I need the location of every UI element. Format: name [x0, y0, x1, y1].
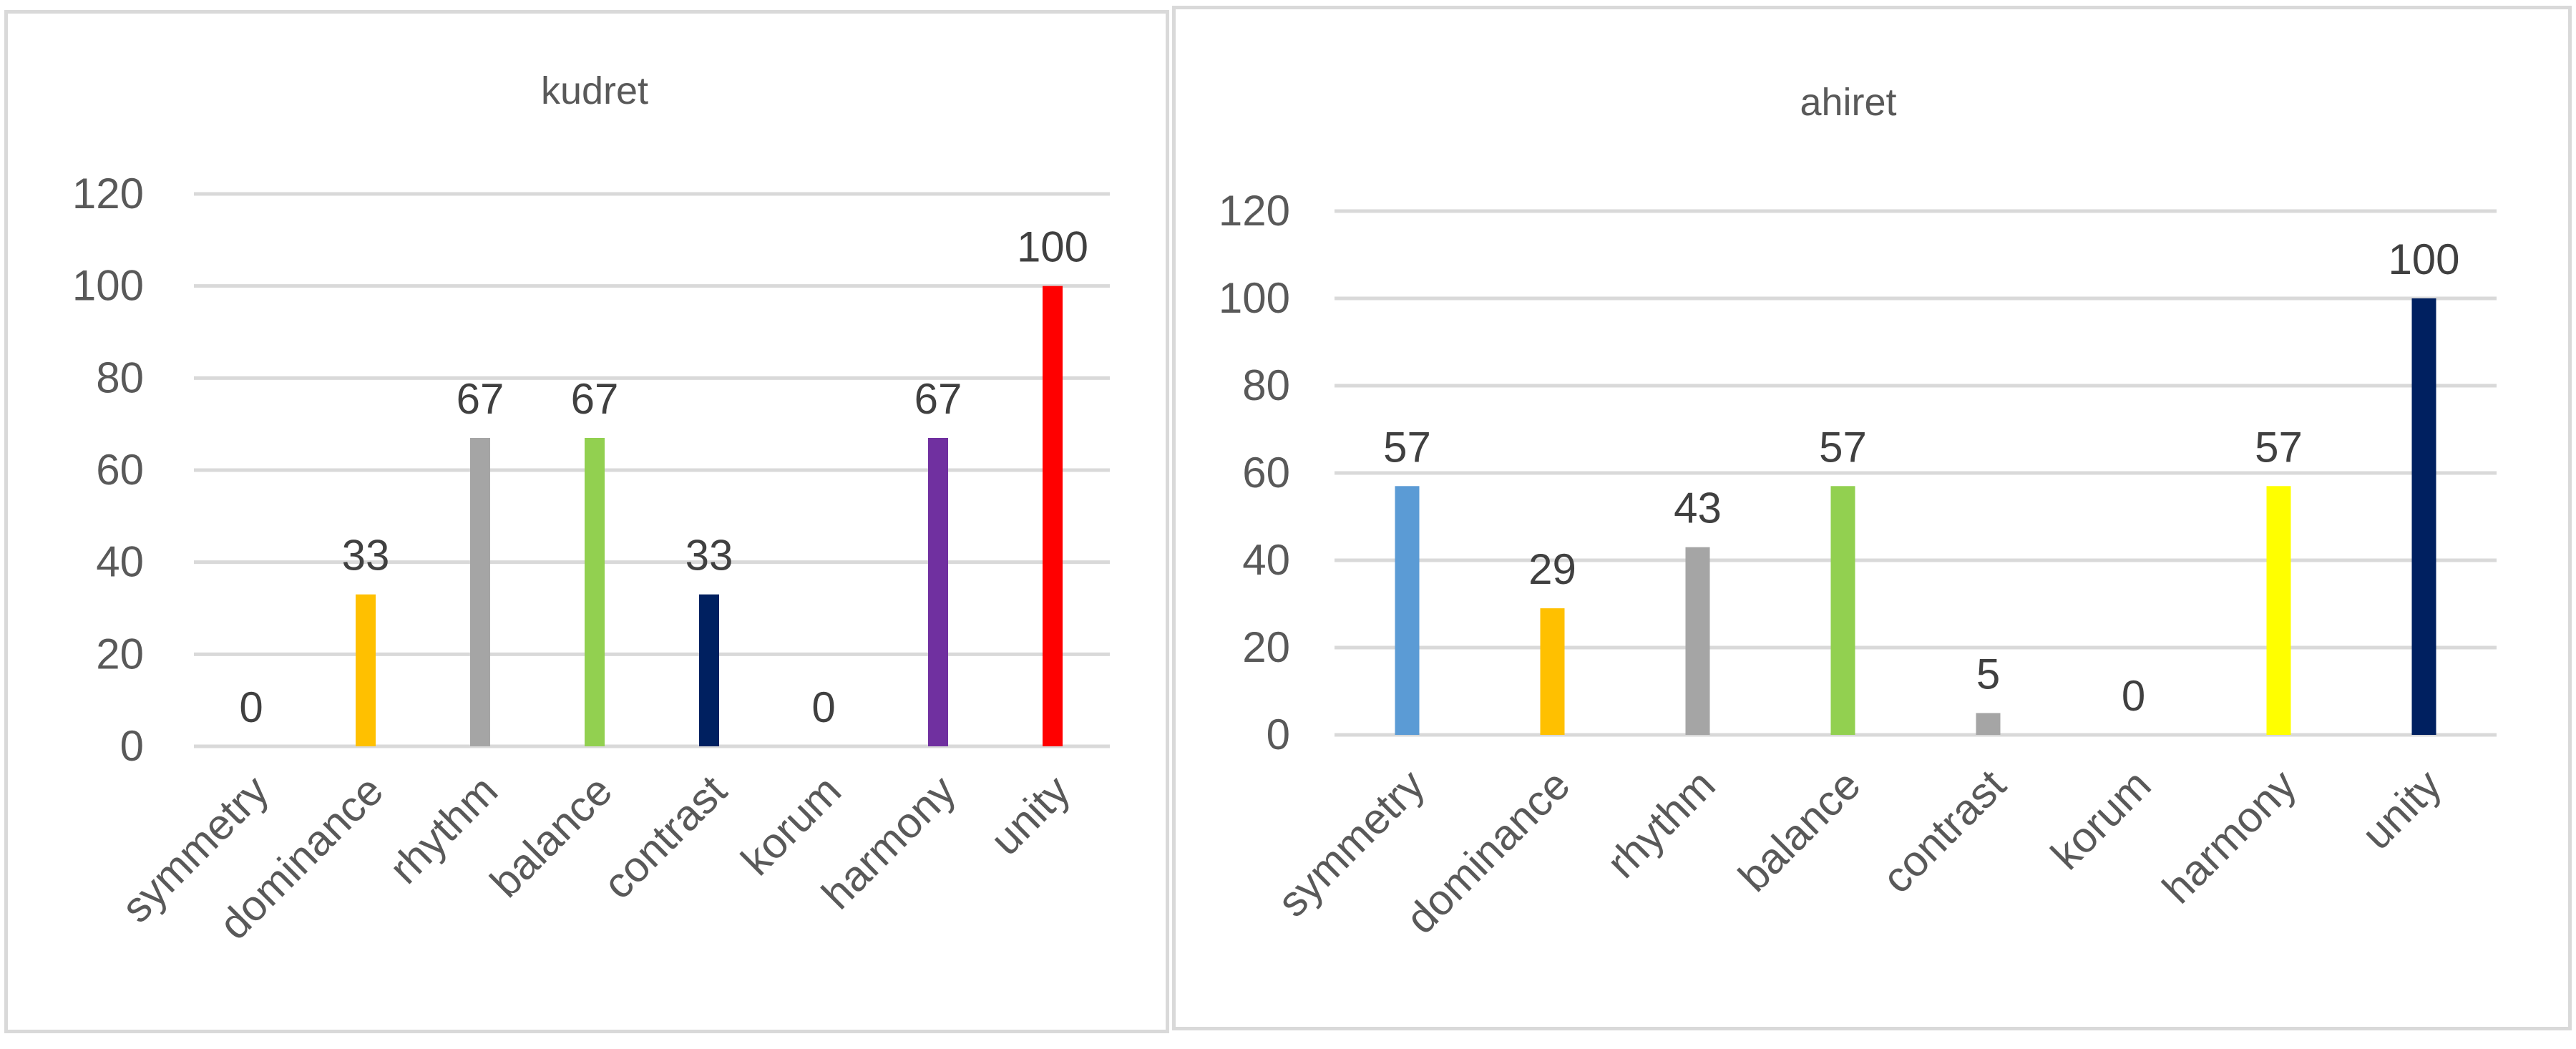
- data-label-rhythm: 43: [1674, 484, 1722, 532]
- category-label-korum: korum: [2041, 761, 2160, 879]
- category-label-harmony: harmony: [2153, 761, 2305, 912]
- chart-panel-ahiret: ahiret 0 20 40 60 80 100 120 57 symmetry 29 dominan…: [1172, 6, 2572, 1030]
- data-label-unity: 100: [2388, 235, 2459, 283]
- y-tick-label: 80: [1242, 361, 1290, 409]
- chart-title: kudret: [541, 69, 648, 112]
- y-tick-label: 0: [120, 722, 144, 770]
- y-tick-label: 120: [1219, 187, 1290, 235]
- data-label-symmetry: 57: [1383, 423, 1431, 471]
- y-tick-label: 120: [72, 170, 144, 218]
- y-tick-label: 40: [96, 538, 144, 586]
- y-tick-label: 20: [96, 630, 144, 678]
- bar-symmetry: [1395, 486, 1420, 735]
- data-label-contrast: 33: [686, 532, 733, 580]
- bar-balance: [585, 437, 605, 746]
- bar-unity: [2411, 298, 2436, 735]
- y-tick-label: 60: [96, 446, 144, 494]
- category-label-unity: unity: [981, 766, 1079, 864]
- bar-rhythm: [470, 437, 490, 746]
- category-label-rhythm: rhythm: [1598, 761, 1724, 887]
- data-label-dominance: 29: [1528, 545, 1576, 593]
- data-label-harmony: 67: [914, 375, 962, 423]
- y-tick-label: 80: [96, 353, 144, 401]
- bar-harmony: [928, 437, 948, 746]
- data-label-contrast: 5: [1976, 650, 2000, 698]
- chart-kudret-svg: kudret0204060801001200symmetry33dominanc…: [72, 69, 1110, 949]
- bar-harmony: [2266, 486, 2291, 735]
- y-tick-label: 100: [72, 262, 144, 310]
- chart-ahiret-svg: ahiret02040608010012057symmetry29dominan…: [1219, 81, 2497, 943]
- data-label-balance: 57: [1819, 423, 1867, 471]
- bar-contrast: [1976, 713, 2001, 735]
- y-tick-label: 40: [1242, 536, 1290, 584]
- category-label-contrast: contrast: [1873, 761, 2015, 903]
- bar-contrast: [699, 594, 719, 746]
- y-tick-label: 0: [1267, 711, 1290, 758]
- data-label-rhythm: 67: [457, 375, 504, 423]
- data-label-dominance: 33: [342, 532, 390, 580]
- data-label-balance: 67: [571, 375, 619, 423]
- data-label-korum: 0: [2122, 672, 2145, 720]
- bar-dominance: [356, 594, 376, 746]
- category-label-contrast: contrast: [594, 766, 736, 909]
- bar-unity: [1043, 286, 1063, 747]
- bar-rhythm: [1685, 547, 1710, 735]
- bar-balance: [1830, 486, 1855, 735]
- category-label-balance: balance: [481, 766, 621, 907]
- data-label-harmony: 57: [2255, 423, 2303, 471]
- data-label-unity: 100: [1017, 223, 1088, 271]
- bar-dominance: [1540, 608, 1565, 735]
- y-tick-label: 20: [1242, 623, 1290, 671]
- category-label-unity: unity: [2353, 761, 2451, 859]
- data-label-korum: 0: [811, 683, 835, 731]
- category-label-balance: balance: [1729, 761, 1870, 901]
- data-label-symmetry: 0: [239, 683, 263, 731]
- y-tick-label: 100: [1219, 274, 1290, 322]
- chart-title: ahiret: [1800, 81, 1896, 124]
- y-tick-label: 60: [1242, 449, 1290, 497]
- chart-panel-kudret: kudret 0 20 40 60 80 100 120 0 symmetry 33 dominanc…: [4, 10, 1169, 1033]
